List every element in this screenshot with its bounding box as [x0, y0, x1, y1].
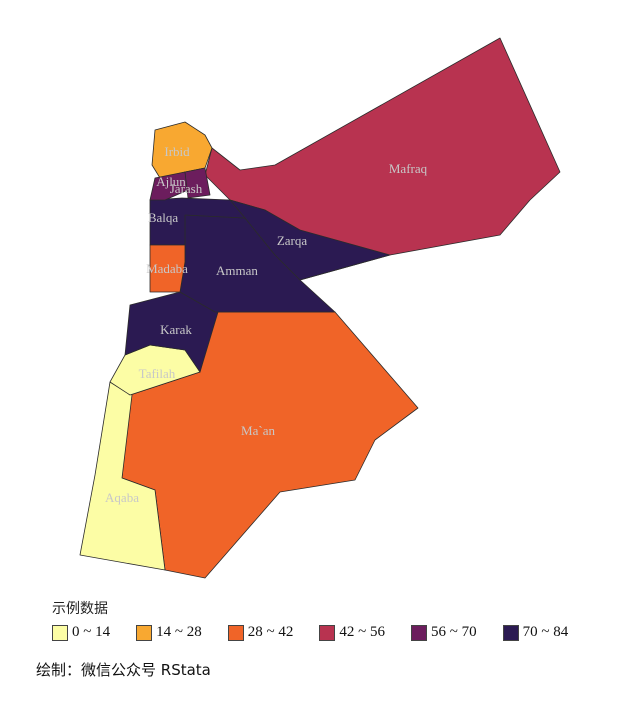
legend-label: 14 ~ 28: [156, 624, 202, 640]
legend-swatch: [136, 624, 153, 641]
legend-label: 56 ~ 70: [431, 624, 477, 640]
legend-swatch: [319, 624, 336, 641]
legend-swatch: [411, 624, 427, 641]
region-zarqa[interactable]: [229, 199, 391, 281]
label-mafraq: Mafraq: [389, 161, 428, 176]
legend-item: 42 ~ 56: [319, 624, 385, 641]
label-maan: Ma`an: [241, 423, 275, 438]
caption: 绘制：微信公众号 RStata: [36, 661, 211, 679]
legend-label: 0 ~ 14: [72, 624, 111, 640]
label-irbid: Irbid: [164, 144, 190, 159]
label-zarqa: Zarqa: [277, 233, 308, 248]
label-amman: Amman: [216, 263, 258, 278]
region-ajlun[interactable]: [149, 171, 189, 201]
label-aqaba: Aqaba: [105, 490, 139, 505]
label-balqa: Balqa: [148, 210, 179, 225]
label-madaba: Madaba: [146, 261, 188, 276]
legend-label: 70 ~ 84: [522, 624, 569, 640]
legend-swatch: [52, 624, 68, 641]
legend-label: 42 ~ 56: [339, 624, 385, 640]
legend-item: 70 ~ 84: [502, 624, 569, 641]
legend-items: 0 ~ 14 14 ~ 28 28 ~ 42 42 ~ 56 56 ~ 70 70 ~ 8…: [52, 624, 594, 641]
label-tafilah: Tafilah: [139, 366, 176, 381]
label-jarash: Jarash: [170, 181, 203, 196]
region-aqaba[interactable]: [79, 381, 166, 571]
region-jarash[interactable]: [184, 167, 211, 199]
region-madaba[interactable]: [149, 244, 186, 293]
legend-item: 0 ~ 14: [52, 624, 110, 641]
legend-title: 示例数据: [52, 601, 108, 617]
jordan-map: Mafraq Ma`an Aqaba Tafilah Karak Amman Z…: [79, 37, 561, 579]
legend-swatch: [502, 624, 519, 641]
label-ajlun: Ajlun: [156, 174, 186, 189]
legend-item: 14 ~ 28: [136, 624, 202, 641]
label-karak: Karak: [160, 322, 192, 337]
legend-label: 28 ~ 42: [247, 624, 294, 640]
legend-swatch: [227, 624, 244, 641]
legend-item: 56 ~ 70: [411, 624, 477, 641]
legend-item: 28 ~ 42: [227, 624, 294, 641]
map-legend: 示例数据 0 ~ 14 14 ~ 28 28 ~ 42 42 ~ 56 56 ~ 70 7…: [52, 598, 594, 641]
